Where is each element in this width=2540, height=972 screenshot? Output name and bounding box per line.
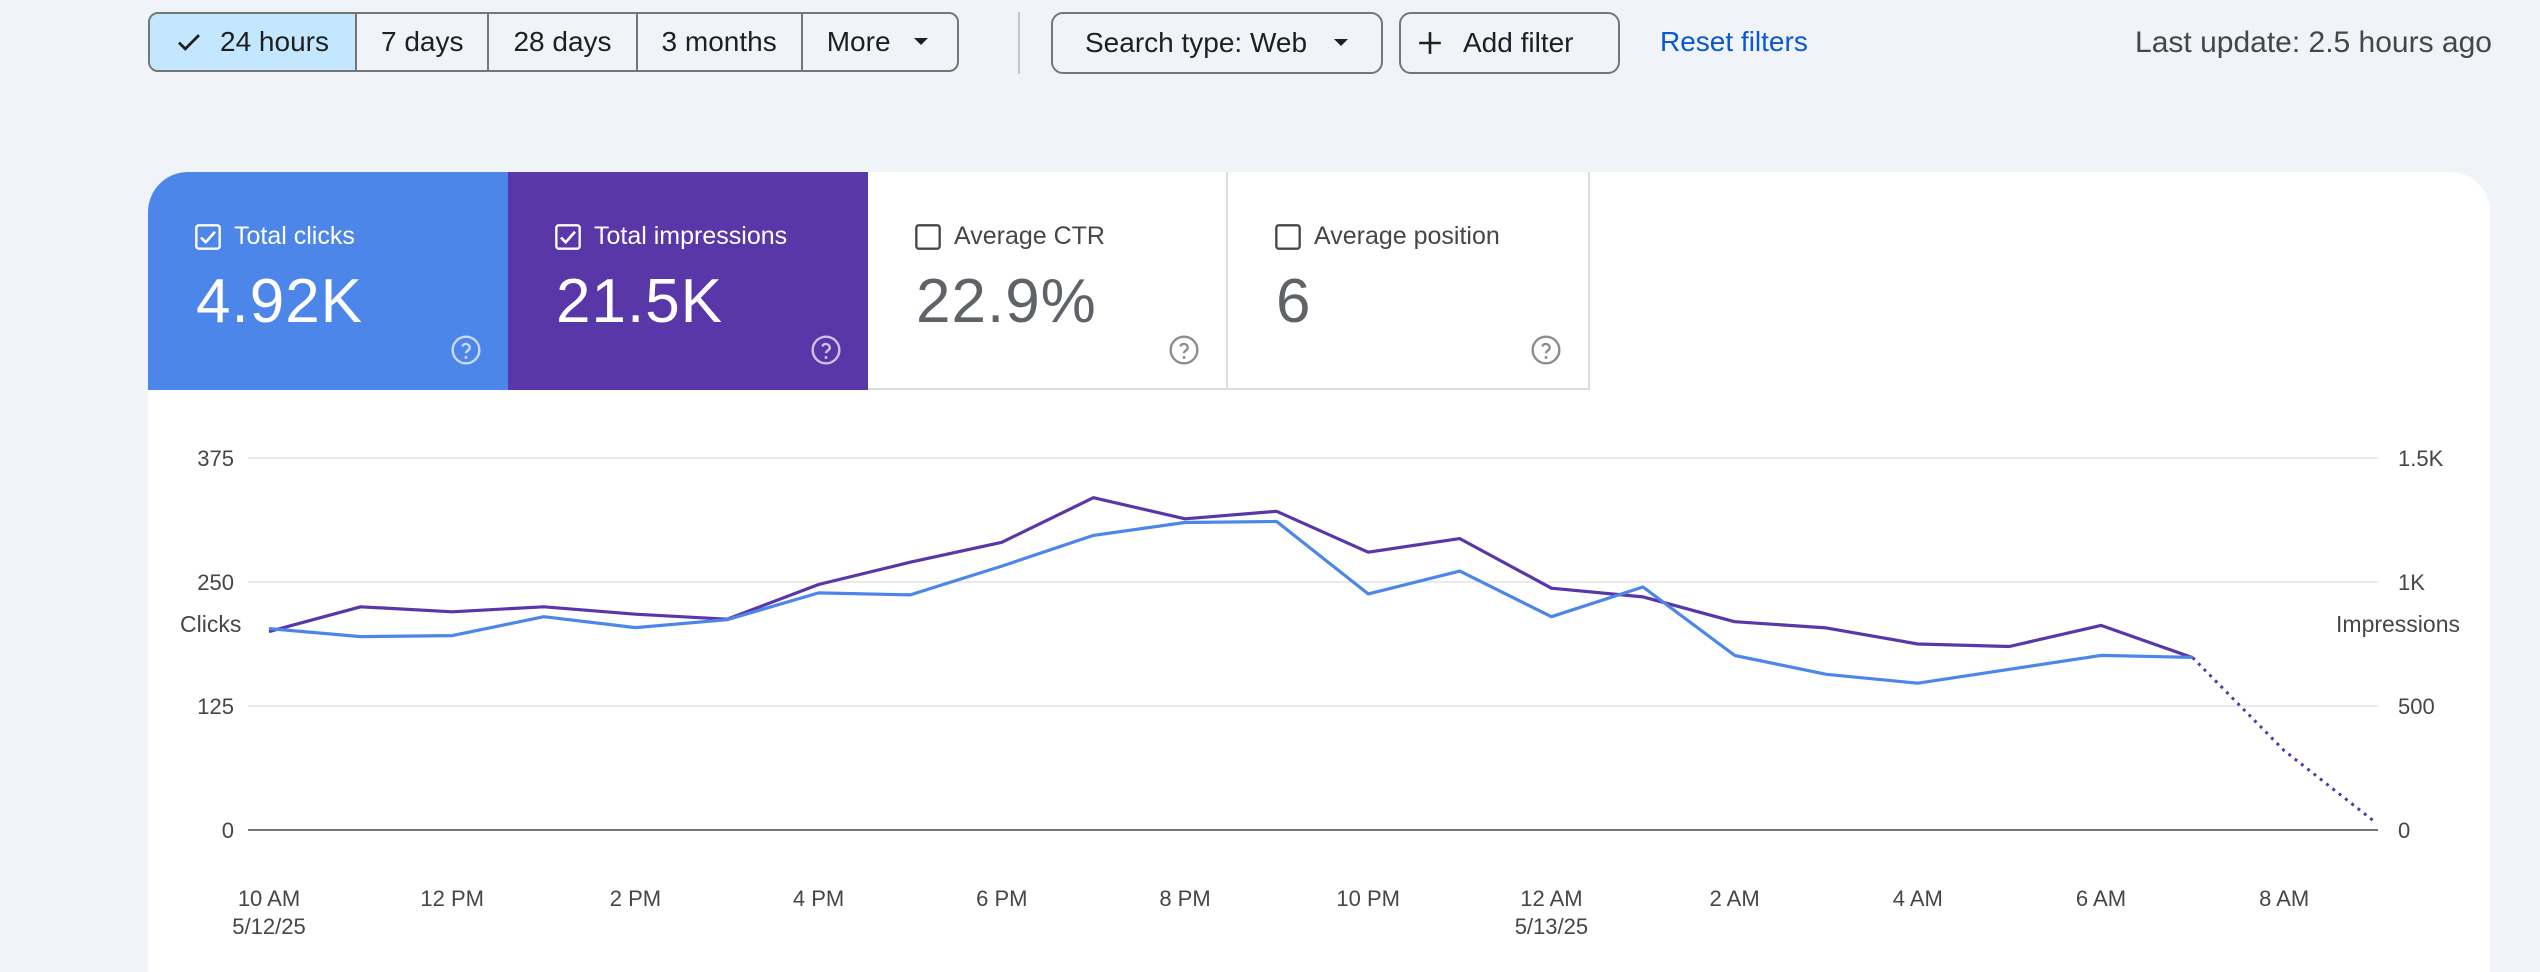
- x-tick-label: 12 AM: [1520, 886, 1582, 911]
- checkbox-checked-icon[interactable]: [194, 223, 222, 251]
- metric-label: Average position: [1314, 222, 1500, 250]
- left-tick-label: 375: [197, 446, 234, 471]
- x-tick-label: 6 AM: [2076, 886, 2126, 911]
- left-axis-title: Clicks: [180, 611, 241, 637]
- divider: [1018, 12, 1020, 74]
- performance-chart: Clicks Impressions 375 250 125 0 1.5K 1K 500 0…: [180, 446, 2460, 939]
- x-tick-label: 6 PM: [976, 886, 1027, 911]
- right-tick-label: 1K: [2398, 570, 2425, 595]
- right-tick-label: 500: [2398, 694, 2435, 719]
- range-label: 24 hours: [220, 26, 329, 57]
- help-icon[interactable]: [1168, 334, 1200, 366]
- checkbox-checked-icon[interactable]: [554, 223, 582, 251]
- reset-filters-link[interactable]: Reset filters: [1660, 26, 1808, 57]
- x-tick-label: 8 AM: [2259, 886, 2309, 911]
- help-icon[interactable]: [810, 334, 842, 366]
- checkbox-unchecked-icon[interactable]: [1274, 223, 1302, 251]
- filter-bar: 24 hours 7 days 28 days 3 months More Se…: [0, 0, 2540, 90]
- help-icon[interactable]: [1530, 334, 1562, 366]
- metric-total-impressions[interactable]: Total impressions 21.5K: [508, 172, 868, 390]
- add-filter-label: Add filter: [1463, 27, 1574, 58]
- last-update-text: Last update: 2.5 hours ago: [2135, 26, 2492, 59]
- metric-label: Total impressions: [594, 222, 788, 250]
- x-tick-label: 12 PM: [420, 886, 484, 911]
- left-tick-label: 125: [197, 694, 234, 719]
- range-28-days-button[interactable]: 28 days: [489, 14, 638, 70]
- range-24-hours-button[interactable]: 24 hours: [150, 14, 357, 70]
- plus-icon: [1417, 30, 1443, 56]
- range-7-days-button[interactable]: 7 days: [357, 14, 490, 70]
- right-tick-label: 0: [2398, 818, 2410, 843]
- add-filter-button[interactable]: Add filter: [1399, 12, 1620, 74]
- left-tick-label: 0: [222, 818, 234, 843]
- metric-total-clicks[interactable]: Total clicks 4.92K: [148, 172, 508, 390]
- x-tick-label: 2 AM: [1710, 886, 1760, 911]
- check-icon: [174, 27, 204, 57]
- metric-value: 22.9%: [916, 267, 1097, 336]
- help-icon[interactable]: [450, 334, 482, 366]
- x-tick-label: 2 PM: [610, 886, 661, 911]
- metric-average-position[interactable]: Average position 6: [1228, 172, 1590, 390]
- metric-label: Total clicks: [234, 222, 355, 250]
- left-tick-label: 250: [197, 570, 234, 595]
- x-tick-date-label: 5/12/25: [232, 914, 305, 939]
- total-impressions-projected-line: [2191, 656, 2377, 824]
- right-tick-label: 1.5K: [2398, 446, 2444, 471]
- metric-average-ctr[interactable]: Average CTR 22.9%: [868, 172, 1228, 390]
- total-impressions-line: [268, 496, 2194, 660]
- range-label: 7 days: [380, 26, 464, 57]
- x-tick-label: 4 AM: [1893, 886, 1943, 911]
- range-more-dropdown[interactable]: More: [803, 14, 957, 70]
- caret-down-icon: [1333, 38, 1349, 48]
- metric-value: 4.92K: [196, 267, 364, 336]
- performance-card: Total clicks 4.92K Total impressions 21.…: [148, 172, 2490, 972]
- caret-down-icon: [913, 37, 929, 47]
- search-type-label: Search type: Web: [1085, 27, 1308, 58]
- total-clicks-line: [268, 519, 2193, 685]
- date-range-selector: 24 hours 7 days 28 days 3 months More: [148, 12, 959, 72]
- x-tick-label: 10 PM: [1336, 886, 1400, 911]
- range-3-months-button[interactable]: 3 months: [638, 14, 803, 70]
- range-label: More: [826, 26, 891, 57]
- range-label: 28 days: [513, 26, 612, 57]
- x-tick-date-label: 5/13/25: [1515, 914, 1588, 939]
- x-tick-label: 4 PM: [793, 886, 844, 911]
- range-label: 3 months: [661, 26, 777, 57]
- right-axis-title: Impressions: [2336, 611, 2460, 637]
- search-type-dropdown[interactable]: Search type: Web: [1051, 12, 1383, 74]
- x-tick-label: 8 PM: [1159, 886, 1210, 911]
- checkbox-unchecked-icon[interactable]: [914, 223, 942, 251]
- metric-label: Average CTR: [954, 222, 1105, 250]
- metric-value: 21.5K: [556, 267, 724, 336]
- x-tick-label: 10 AM: [238, 886, 300, 911]
- metric-value: 6: [1276, 267, 1312, 336]
